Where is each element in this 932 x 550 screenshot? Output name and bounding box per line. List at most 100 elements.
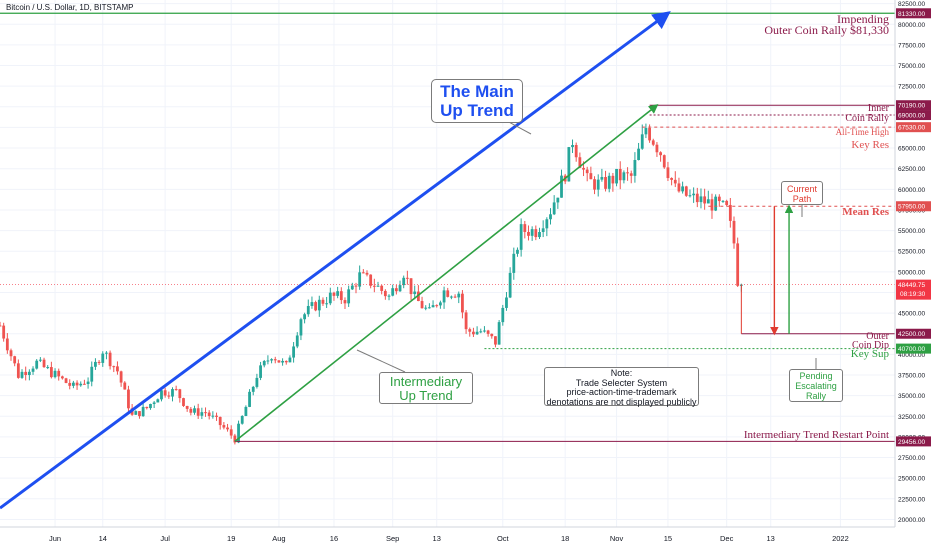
time-tick-label: Oct xyxy=(497,534,510,543)
price-level-tag-text: 69000.00 xyxy=(898,113,925,120)
price-tick-label: 25000.00 xyxy=(898,476,925,483)
pending-rally-callout: Pending Escalating Rally xyxy=(789,369,843,402)
candle-body xyxy=(347,289,351,304)
price-level-tag xyxy=(896,100,931,111)
candle-body xyxy=(427,307,431,309)
candle-body xyxy=(416,291,420,302)
candle-body xyxy=(394,288,398,292)
candle-body xyxy=(204,412,207,414)
candle-body xyxy=(706,199,710,204)
candle-body xyxy=(637,148,640,161)
candle-body xyxy=(684,186,688,196)
candle-body xyxy=(116,366,119,372)
price-level-tag-text: 29456.00 xyxy=(898,439,925,446)
candles-group xyxy=(0,123,743,445)
current-path-text: Current Path xyxy=(786,184,817,204)
candle-body xyxy=(141,406,145,417)
candle-body xyxy=(721,200,725,202)
candle-body xyxy=(677,183,681,192)
candle-body xyxy=(640,134,644,149)
candle-body xyxy=(178,389,182,399)
time-tick-label: Sep xyxy=(386,534,399,543)
candle-body xyxy=(541,228,545,233)
candle-body xyxy=(248,391,251,407)
candle-body xyxy=(380,285,384,291)
candle-body xyxy=(259,365,262,378)
candle-body xyxy=(237,423,240,443)
candle-body xyxy=(53,370,57,378)
candle-body xyxy=(494,336,497,345)
candle-body xyxy=(717,196,721,202)
candle-body xyxy=(270,359,273,361)
candle-body xyxy=(633,160,637,176)
candle-body xyxy=(281,360,284,363)
candle-body xyxy=(31,368,35,372)
candle-body xyxy=(38,359,42,361)
price-tick-label: 35000.00 xyxy=(898,393,925,400)
candle-body xyxy=(545,219,549,229)
candle-body xyxy=(508,272,512,298)
candle-body xyxy=(361,272,365,274)
candle-body xyxy=(233,435,237,443)
price-tick-label: 27500.00 xyxy=(898,455,925,462)
candle-body xyxy=(519,224,523,250)
candle-body xyxy=(516,249,519,254)
candle-body xyxy=(666,167,670,179)
candle-body xyxy=(240,416,244,424)
candle-body xyxy=(439,302,442,306)
candle-body xyxy=(457,293,461,298)
intermediary-trend-pointer xyxy=(356,349,406,373)
outer-coin-dip-label: Outer Coin Dip xyxy=(852,331,889,351)
candle-body xyxy=(105,352,108,354)
price-tick-label: 65000.00 xyxy=(898,146,925,153)
candle-body xyxy=(350,285,354,290)
candle-body xyxy=(255,377,259,387)
main-trend-pointer xyxy=(506,120,532,135)
candle-body xyxy=(64,378,68,383)
price-axis-bg xyxy=(895,0,932,550)
candle-body xyxy=(607,175,611,189)
candle-body xyxy=(46,367,50,369)
candle-body xyxy=(167,395,171,397)
candle-body xyxy=(483,330,486,332)
candle-body xyxy=(369,274,373,286)
price-level-tag-text: 40700.00 xyxy=(898,346,925,353)
candle-body xyxy=(222,425,226,428)
price-level-tag xyxy=(896,279,931,300)
intermediary-trend-restart-label: Intermediary Trend Restart Point xyxy=(743,429,889,441)
candle-body xyxy=(681,186,685,192)
candle-body xyxy=(611,175,615,184)
candle-body xyxy=(193,408,196,413)
candle-body xyxy=(68,382,72,386)
candle-body xyxy=(215,415,218,417)
note-text: Note: Trade Selecter System price-action… xyxy=(546,368,697,407)
candle-body xyxy=(402,277,406,286)
candle-body xyxy=(119,371,123,383)
candle-body xyxy=(736,243,740,286)
main-trend-callout: The Main Up Trend xyxy=(431,79,523,123)
candle-body xyxy=(163,390,167,396)
candle-body xyxy=(156,399,160,403)
candle-body xyxy=(57,370,61,377)
candle-body xyxy=(549,214,552,220)
candle-body xyxy=(589,173,593,180)
candle-body xyxy=(182,398,185,406)
candle-body xyxy=(108,352,112,367)
candle-body xyxy=(523,224,527,232)
candle-body xyxy=(174,389,178,391)
candle-body xyxy=(60,376,64,379)
candle-body xyxy=(534,229,538,238)
note-callout: Note: Trade Selecter System price-action… xyxy=(544,367,699,406)
time-tick-label: Aug xyxy=(272,534,285,543)
candle-body xyxy=(615,168,618,184)
candle-body xyxy=(79,383,83,386)
candle-body xyxy=(149,404,152,409)
candle-body xyxy=(453,296,457,298)
candle-body xyxy=(229,429,233,436)
candle-body xyxy=(622,172,626,181)
price-level-tag-text: 42500.00 xyxy=(898,331,925,338)
candle-body xyxy=(196,408,200,416)
candle-body xyxy=(479,331,483,333)
candle-body xyxy=(424,307,428,309)
